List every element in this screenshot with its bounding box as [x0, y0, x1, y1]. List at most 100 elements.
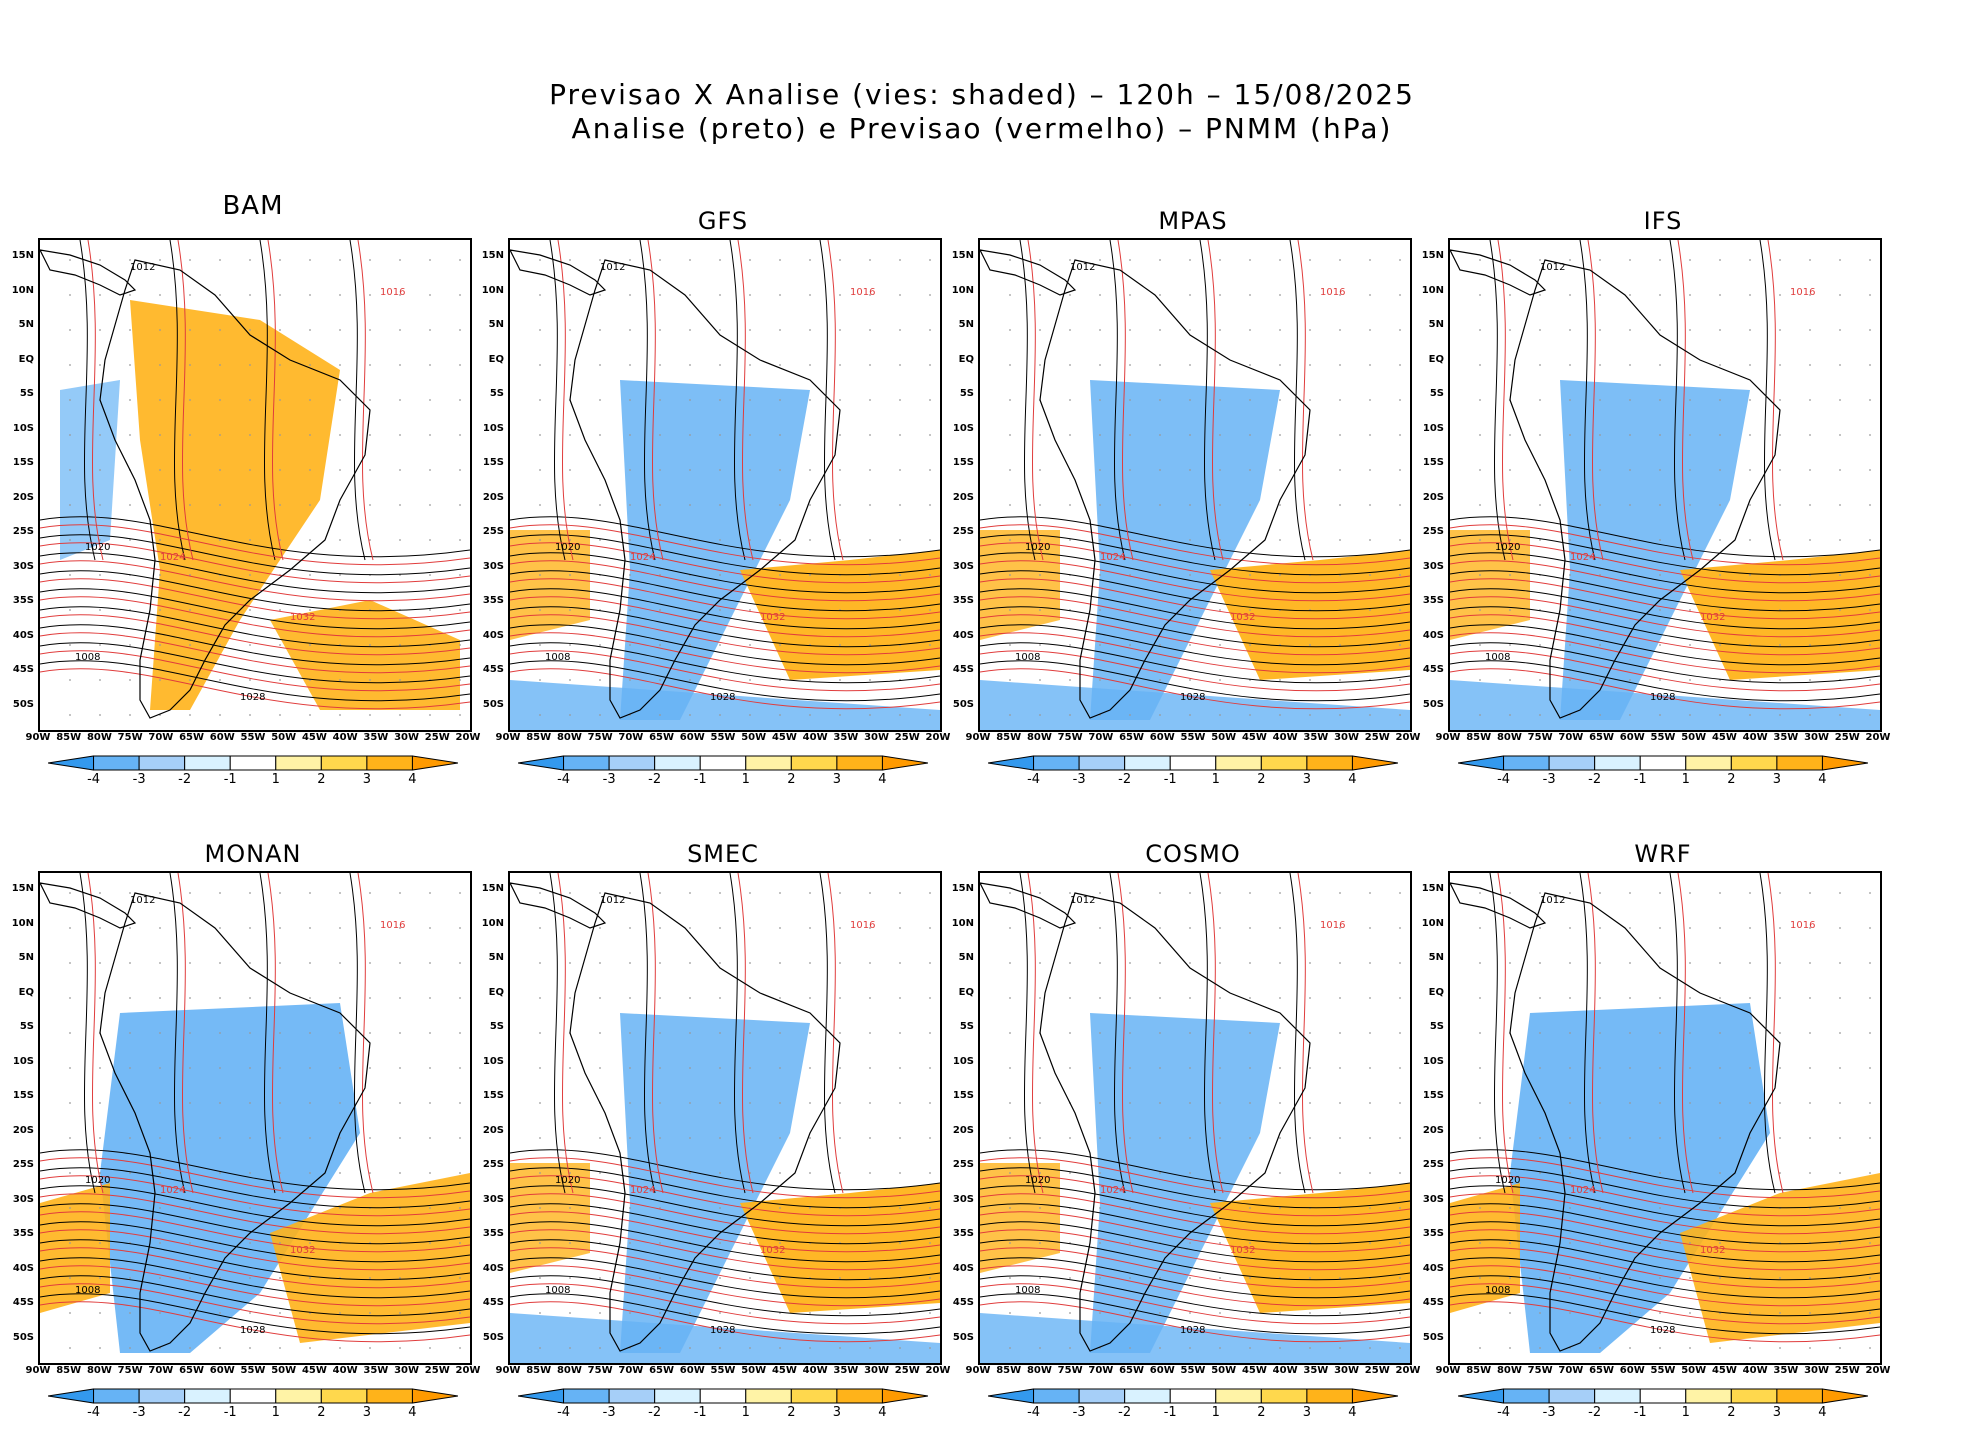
grid-dot [1249, 469, 1251, 471]
grid-dot [1009, 892, 1011, 894]
grid-dot [659, 574, 661, 576]
grid-dot [189, 1242, 191, 1244]
grid-dot [569, 997, 571, 999]
colorbar-label: 2 [317, 1405, 326, 1420]
grid-dot [719, 434, 721, 436]
grid-dot [1569, 364, 1571, 366]
colorbar-segment [1776, 1388, 1823, 1404]
grid-dot [1009, 1102, 1011, 1104]
grid-dot [459, 1242, 461, 1244]
grid-dot [1249, 714, 1251, 716]
forecast-isobar [40, 1193, 470, 1235]
grid-dot [1479, 609, 1481, 611]
grid-dot [249, 434, 251, 436]
grid-dot [1099, 259, 1101, 261]
colorbar-segment [366, 755, 413, 771]
grid-dot [779, 259, 781, 261]
grid-dot [719, 962, 721, 964]
grid-dot [809, 962, 811, 964]
grid-dot [1719, 1137, 1721, 1139]
grid-dot [189, 1207, 191, 1209]
grid-dot [429, 997, 431, 999]
isobar-label: 1020 [1025, 542, 1050, 553]
grid-dot [1749, 399, 1751, 401]
grid-dot [1689, 644, 1691, 646]
analysis-isobar [510, 1257, 940, 1299]
grid-dot [809, 434, 811, 436]
colorbar-label: -3 [602, 772, 616, 787]
grid-dot [1659, 997, 1661, 999]
grid-dot [1279, 1172, 1281, 1174]
grid-dot [929, 434, 931, 436]
isobar-label: 1020 [85, 1175, 110, 1186]
forecast-isobar [1767, 240, 1784, 561]
map-frame: 1012 1016 1020 1024 1028 1032 1008 [1448, 238, 1882, 732]
grid-dot [1159, 1067, 1161, 1069]
grid-dot [1599, 679, 1601, 681]
colorbar-segment [1730, 755, 1778, 771]
grid-dot [309, 329, 311, 331]
analysis-isobar [729, 873, 746, 1194]
grid-dot [899, 927, 901, 929]
lon-tick-label: 20W [1865, 732, 1891, 743]
grid-dot [1809, 1347, 1811, 1349]
grid-dot [399, 434, 401, 436]
colorbar-label: 1 [1681, 1405, 1690, 1420]
analysis-isobar [1450, 1149, 1880, 1191]
forecast-isobar [737, 873, 754, 1194]
grid-dot [689, 1067, 691, 1069]
lon-tick-label: 50W [741, 1365, 767, 1376]
grid-dot [1009, 962, 1011, 964]
lat-tick-label: 20S [12, 491, 34, 503]
grid-dot [1719, 609, 1721, 611]
forecast-isobar [1450, 524, 1880, 566]
grid-dot [1629, 714, 1631, 716]
grid-dot [129, 539, 131, 541]
lon-tick-label: 50W [741, 732, 767, 743]
grid-dot [1249, 399, 1251, 401]
grid-dot [1779, 714, 1781, 716]
grid-dot [399, 1137, 401, 1139]
lon-tick-label: 90W [965, 732, 991, 743]
grid-dot [189, 434, 191, 436]
colorbar-label: -4 [1027, 772, 1041, 787]
forecast-isobar [40, 650, 470, 692]
analysis-isobar [1759, 240, 1776, 561]
grid-dot [279, 1102, 281, 1104]
grid-dot [749, 329, 751, 331]
grid-dot [539, 1347, 541, 1349]
colorbar-segment [1639, 755, 1687, 771]
colorbar-segment [1033, 755, 1080, 771]
grid-dot [459, 644, 461, 646]
lon-tick-label: 55W [1650, 732, 1676, 743]
grid-dot [1009, 574, 1011, 576]
grid-dot [189, 364, 191, 366]
grid-dot [899, 714, 901, 716]
grid-dot [1279, 1032, 1281, 1034]
grid-dot [1159, 679, 1161, 681]
lat-tick-label: 5N [1428, 319, 1444, 330]
grid-dot [1129, 714, 1131, 716]
lat-tick-label: 10S [1422, 422, 1444, 434]
colorbar-label: -3 [602, 1405, 616, 1420]
grid-dot [1689, 434, 1691, 436]
lat-tick-label: 50S [1422, 698, 1444, 710]
grid-dot [159, 259, 161, 261]
grid-dot [189, 679, 191, 681]
grid-dot [99, 679, 101, 681]
colorbar-segment [320, 755, 368, 771]
lat-tick-label: 15N [11, 883, 34, 894]
grid-dot [1009, 1347, 1011, 1349]
grid-dot [219, 1312, 221, 1314]
grid-dot [1509, 1137, 1511, 1139]
grid-dot [1479, 539, 1481, 541]
grid-dot [659, 294, 661, 296]
forecast-isobar [40, 1283, 470, 1325]
grid-dot [1129, 644, 1131, 646]
grid-dot [1539, 892, 1541, 894]
grid-dot [1249, 294, 1251, 296]
grid-dot [719, 364, 721, 366]
grid-dot [219, 714, 221, 716]
grid-dot [429, 259, 431, 261]
grid-dot [599, 434, 601, 436]
